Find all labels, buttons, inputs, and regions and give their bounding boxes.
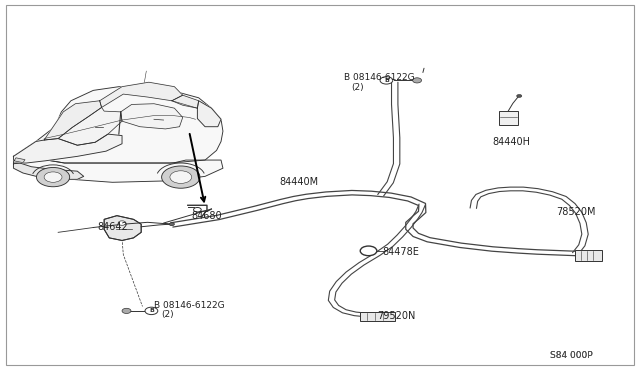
Text: 84642: 84642 xyxy=(98,222,129,232)
Circle shape xyxy=(413,78,422,83)
Text: S84 000P: S84 000P xyxy=(550,351,593,360)
Text: 84680: 84680 xyxy=(191,211,221,221)
Circle shape xyxy=(193,208,201,212)
Circle shape xyxy=(122,308,131,314)
FancyBboxPatch shape xyxy=(360,312,396,321)
Text: (2): (2) xyxy=(162,311,174,320)
Text: 84478E: 84478E xyxy=(383,247,419,257)
Circle shape xyxy=(145,307,158,315)
Circle shape xyxy=(170,171,191,183)
Polygon shape xyxy=(58,108,122,145)
Polygon shape xyxy=(14,158,25,163)
Polygon shape xyxy=(13,87,223,163)
Circle shape xyxy=(44,172,62,182)
Text: B 08146-6122G: B 08146-6122G xyxy=(344,73,415,82)
FancyBboxPatch shape xyxy=(575,250,602,261)
FancyArrowPatch shape xyxy=(423,68,424,73)
Polygon shape xyxy=(13,134,122,163)
Polygon shape xyxy=(104,216,141,240)
Text: B: B xyxy=(384,78,389,83)
Circle shape xyxy=(516,94,522,97)
Circle shape xyxy=(380,77,393,84)
Polygon shape xyxy=(13,156,223,182)
Text: B: B xyxy=(149,308,154,313)
Polygon shape xyxy=(121,104,182,129)
Polygon shape xyxy=(13,163,84,179)
Text: 84440M: 84440M xyxy=(279,177,318,187)
Text: S84 000P: S84 000P xyxy=(550,351,593,360)
Text: (2): (2) xyxy=(351,83,364,92)
Text: 78520M: 78520M xyxy=(556,207,596,217)
Circle shape xyxy=(162,166,200,188)
Polygon shape xyxy=(197,101,221,127)
Polygon shape xyxy=(44,101,102,140)
Text: B 08146-6122G: B 08146-6122G xyxy=(154,301,225,310)
Polygon shape xyxy=(100,82,182,108)
Polygon shape xyxy=(172,95,198,108)
Text: 84440H: 84440H xyxy=(492,137,531,147)
Circle shape xyxy=(36,167,70,187)
Circle shape xyxy=(360,246,377,256)
Text: 79520N: 79520N xyxy=(378,311,416,321)
Circle shape xyxy=(170,223,174,226)
FancyBboxPatch shape xyxy=(499,111,518,125)
Circle shape xyxy=(118,221,126,225)
